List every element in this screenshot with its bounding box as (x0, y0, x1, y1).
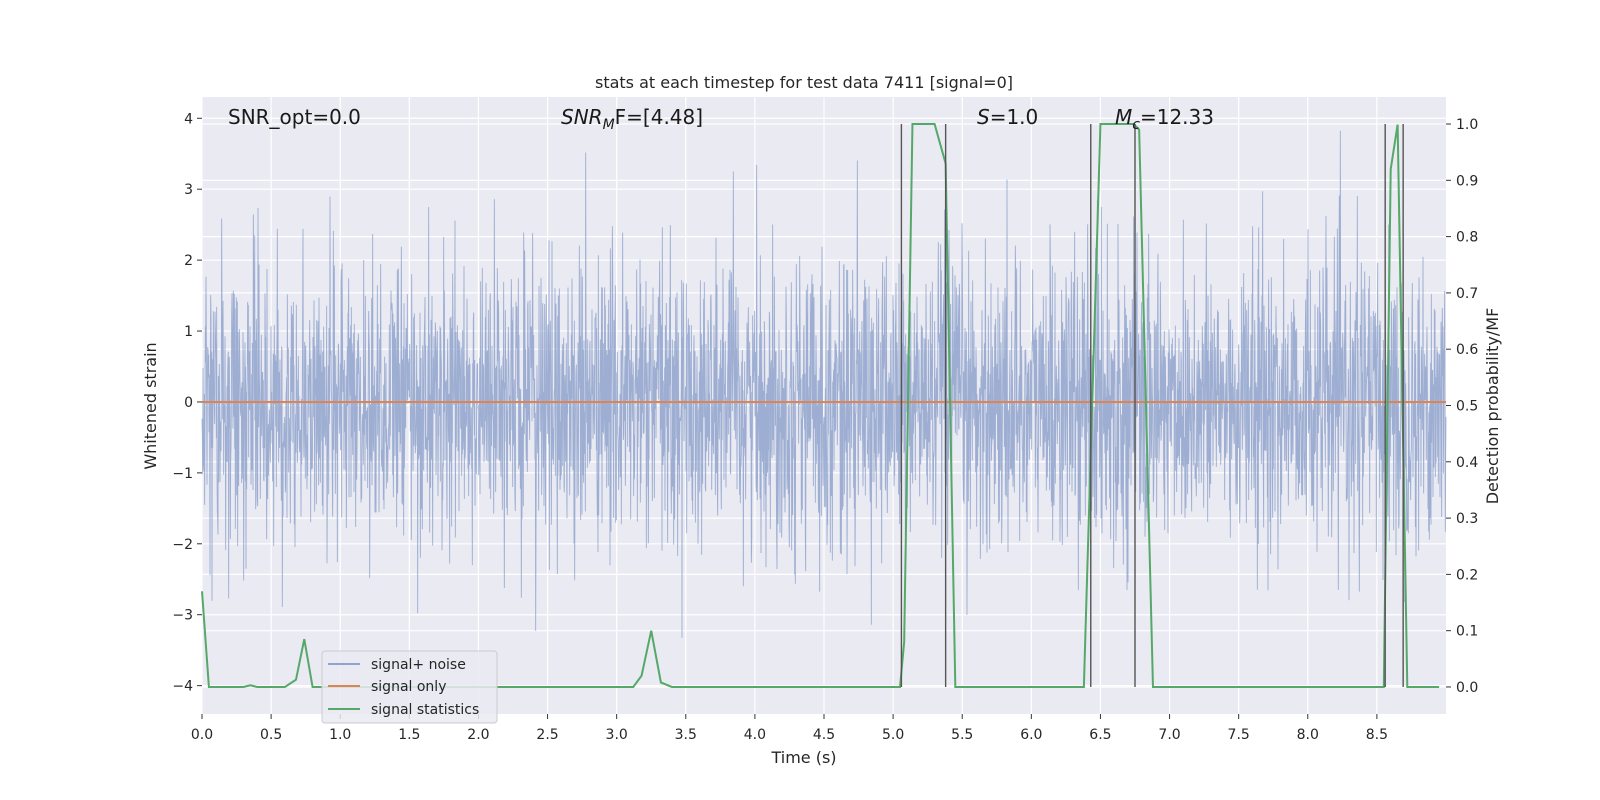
y2-tick-label: 0.0 (1456, 680, 1478, 696)
annotation-snr-mf: SNRMF=[4.48] (561, 105, 703, 133)
y-tick-label: 4 (184, 111, 193, 127)
annotation-snr-mf-sub: M (603, 117, 615, 133)
axes: 0.0 0.5 1.0 1.5 2.0 2.5 3.0 3.5 4.0 4.5 5.0 5.5 6.0 6… (172, 111, 1478, 743)
annotation-s: S=1.0 (977, 105, 1038, 129)
annotation-mc: Mc=12.33 (1115, 105, 1214, 133)
x-tick-label: 2.5 (536, 727, 558, 743)
x-tick-label: 7.5 (1228, 727, 1250, 743)
y2-tick-label: 0.7 (1456, 286, 1478, 302)
legend-label-signal-noise: signal+ noise (371, 657, 466, 673)
x-tick-label: 0.5 (260, 727, 282, 743)
y2-tick-label: 0.4 (1456, 455, 1478, 471)
annotation-snr-mf-main: SNR (561, 105, 603, 129)
y2-tick-label: 1.0 (1456, 117, 1478, 133)
y2-tick-label: 0.2 (1456, 567, 1478, 583)
chart-title: stats at each timestep for test data 741… (595, 73, 1013, 92)
x-tick-label: 1.0 (329, 727, 351, 743)
annotation-snr-mf-rest: F=[4.48] (615, 105, 703, 129)
x-tick-label: 2.0 (467, 727, 489, 743)
x-tick-label: 7.0 (1158, 727, 1180, 743)
y2-tick-label: 0.9 (1456, 173, 1478, 189)
y-tick-label: 2 (184, 253, 193, 269)
x-tick-label: 6.0 (1020, 727, 1042, 743)
y-tick-label: −3 (172, 608, 193, 624)
x-tick-label: 5.0 (882, 727, 904, 743)
annotation-s-rest: =1.0 (990, 105, 1039, 129)
y-tick-label: −2 (172, 537, 193, 553)
x-axis-title: Time (s) (770, 748, 836, 767)
y2-axis-title: Detection probability/MF (1483, 308, 1502, 505)
x-tick-label: 4.5 (813, 727, 835, 743)
series-line-signal-statistics (201, 123, 1440, 688)
x-tick-label: 0.0 (191, 727, 213, 743)
legend-label-signal-only: signal only (371, 679, 446, 695)
annotation-mc-rest: =12.33 (1140, 105, 1214, 129)
y-tick-label: −1 (172, 466, 193, 482)
annotation-s-main: S (977, 105, 990, 129)
legend-label-signal-statistics: signal statistics (371, 702, 479, 718)
x-tick-label: 8.5 (1366, 727, 1388, 743)
y-tick-label: 0 (184, 395, 193, 411)
annotations: SNR_opt=0.0 SNRMF=[4.48] S=1.0 Mc=12.33 (228, 105, 1214, 133)
annotation-snr-opt: SNR_opt=0.0 (228, 105, 361, 129)
x-tick-label: 3.5 (675, 727, 697, 743)
x-tick-label: 1.5 (398, 727, 420, 743)
y2-tick-label: 0.6 (1456, 342, 1478, 358)
series-line-signal-noise (201, 130, 1447, 638)
series-layer (201, 123, 1447, 688)
legend-box (321, 650, 498, 724)
legend: signal+ noise signal only signal statist… (321, 650, 498, 724)
vertical-markers (900, 124, 1404, 687)
annotation-mc-main: M (1115, 105, 1132, 129)
x-tick-label: 8.0 (1297, 727, 1319, 743)
annotation-mc-sub: c (1132, 117, 1140, 133)
x-tick-label: 4.0 (744, 727, 766, 743)
y-axis-title: Whitened strain (141, 342, 160, 469)
y-tick-label: 1 (184, 324, 193, 340)
y2-tick-label: 0.3 (1456, 511, 1478, 527)
y-tick-label: 3 (184, 182, 193, 198)
y2-tick-label: 0.5 (1456, 399, 1478, 415)
y-tick-label: −4 (172, 679, 193, 695)
x-tick-label: 3.0 (606, 727, 628, 743)
x-tick-label: 6.5 (1089, 727, 1111, 743)
y2-tick-label: 0.1 (1456, 624, 1478, 640)
x-tick-label: 5.5 (951, 727, 973, 743)
y2-tick-label: 0.8 (1456, 230, 1478, 246)
